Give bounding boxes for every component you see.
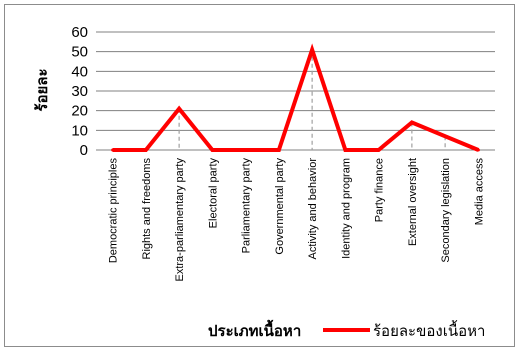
- x-tick-label: Media access: [473, 158, 485, 226]
- data-point: [443, 134, 447, 138]
- y-axis-label: ร้อยละ: [33, 68, 51, 111]
- data-point: [111, 148, 115, 152]
- x-tick-label: Governmental party: [274, 158, 286, 255]
- series-line: [112, 43, 480, 152]
- data-point: [277, 148, 281, 152]
- data-point: [310, 48, 314, 52]
- y-tick-label: 0: [80, 142, 88, 159]
- legend: ร้อยละของเนื้อหา: [323, 320, 485, 340]
- x-tick-label: Extra-parliamentary party: [174, 158, 186, 282]
- data-point: [410, 120, 414, 124]
- y-tick-label: 20: [71, 103, 88, 120]
- legend-label: ร้อยละของเนื้อหา: [373, 320, 485, 340]
- data-point: [343, 148, 347, 152]
- drop-lines: [178, 49, 446, 150]
- x-axis-label: ประเภทเนื้อหา: [208, 319, 301, 340]
- data-point: [144, 148, 148, 152]
- chart-frame: [4, 4, 515, 347]
- x-tick-label: Electoral party: [207, 158, 219, 229]
- x-tick-label: Democratic principles: [108, 158, 120, 264]
- x-tick-label: Activity and behavior: [307, 158, 319, 260]
- data-point: [244, 148, 248, 152]
- x-tick-label: External oversight: [407, 158, 419, 246]
- x-tick-label: Identity and program: [340, 158, 352, 259]
- x-tick-labels: Democratic principles Rights and freedoms…: [108, 158, 486, 282]
- data-point: [377, 148, 381, 152]
- y-tick-label: 40: [71, 63, 88, 80]
- data-point: [476, 148, 480, 152]
- data-point: [210, 148, 214, 152]
- y-tick-label: 10: [71, 122, 88, 139]
- series-group: [111, 43, 480, 152]
- x-tick-label: Party finance: [374, 158, 386, 222]
- y-tick-label: 60: [71, 24, 88, 41]
- y-tick-label: 30: [71, 83, 88, 100]
- x-tick-label: Secondary legislation: [440, 158, 452, 263]
- data-point: [177, 107, 181, 111]
- x-tick-label: Parliamentary party: [241, 158, 253, 254]
- x-tick-label: Rights and freedoms: [141, 158, 153, 260]
- y-tick-label: 50: [71, 44, 88, 61]
- y-tick-labels: 0 10 20 30 40 50 60: [71, 24, 88, 159]
